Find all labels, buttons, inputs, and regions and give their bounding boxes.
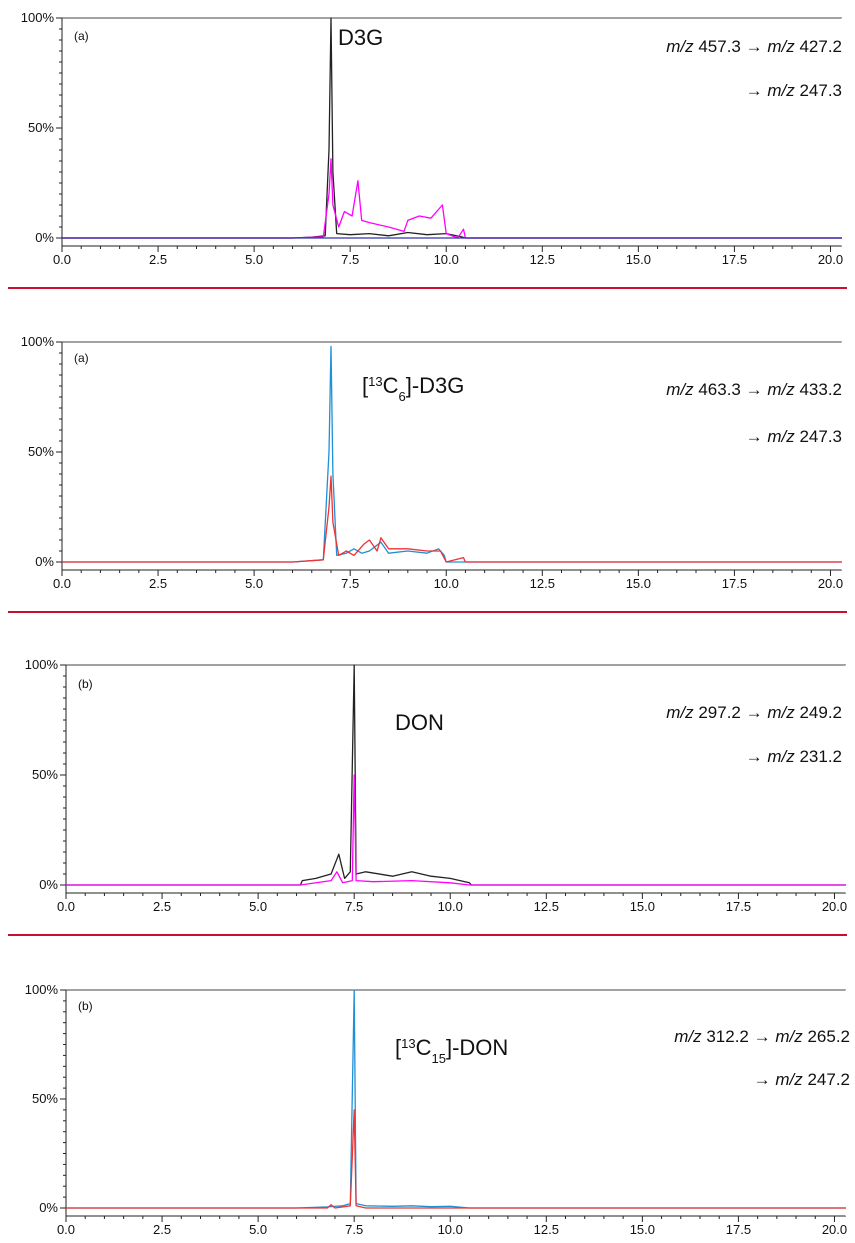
y-tick-label: 0% bbox=[35, 554, 54, 569]
y-tick-label: 100% bbox=[21, 334, 55, 349]
x-tick-label: 12.5 bbox=[530, 576, 555, 591]
series-line-1 bbox=[62, 17, 842, 239]
y-tick-label: 100% bbox=[25, 982, 59, 997]
x-tick-label: 15.0 bbox=[630, 1222, 655, 1237]
x-tick-label: 12.5 bbox=[534, 1222, 559, 1237]
x-tick-label: 20.0 bbox=[818, 576, 843, 591]
x-tick-label: 10.0 bbox=[438, 899, 463, 914]
x-tick-label: 10.0 bbox=[434, 252, 459, 267]
x-tick-label: 2.5 bbox=[153, 1222, 171, 1237]
x-tick-label: 10.0 bbox=[434, 576, 459, 591]
transition-label: → m/z 247.3 bbox=[746, 81, 842, 100]
chart-panel-1: 0.0 2.5 5.0 7.5 10.0 12.5 15.0 17.5 20.0 0% 50% 100… bbox=[21, 10, 843, 267]
transition-label: m/z 463.3 → m/z 433.2 bbox=[666, 380, 842, 399]
transition-label: m/z 312.2 → m/z 265.2 bbox=[674, 1027, 850, 1046]
x-tick-label: 2.5 bbox=[149, 576, 167, 591]
series-line-1 bbox=[66, 989, 846, 1209]
y-tick-label: 50% bbox=[32, 1091, 58, 1106]
x-tick-label: 7.5 bbox=[341, 576, 359, 591]
transition-label: → m/z 231.2 bbox=[746, 747, 842, 766]
y-tick-label: 0% bbox=[39, 1200, 58, 1215]
y-tick-label: 50% bbox=[28, 120, 54, 135]
panel-tag: (a) bbox=[74, 351, 89, 365]
x-tick-label: 12.5 bbox=[530, 252, 555, 267]
x-tick-label: 20.0 bbox=[822, 1222, 847, 1237]
x-tick-label: 7.5 bbox=[341, 252, 359, 267]
x-tick-label: 0.0 bbox=[57, 899, 75, 914]
x-tick-label: 5.0 bbox=[245, 252, 263, 267]
x-tick-label: 12.5 bbox=[534, 899, 559, 914]
x-tick-label: 10.0 bbox=[438, 1222, 463, 1237]
transition-label: m/z 297.2 → m/z 249.2 bbox=[666, 703, 842, 722]
compound-label: [13C6]-D3G bbox=[362, 373, 464, 404]
compound-label: D3G bbox=[338, 25, 383, 50]
chart-panel-3: 0.0 2.5 5.0 7.5 10.0 12.5 15.0 17.5 20.0 0% 50% 100… bbox=[25, 657, 847, 914]
transition-label: → m/z 247.3 bbox=[746, 427, 842, 446]
x-tick-label: 5.0 bbox=[249, 899, 267, 914]
series-line-2 bbox=[66, 1109, 846, 1209]
x-tick-label: 0.0 bbox=[57, 1222, 75, 1237]
x-tick-label: 2.5 bbox=[153, 899, 171, 914]
series-line-2 bbox=[66, 774, 846, 886]
panel-tag: (b) bbox=[78, 999, 93, 1013]
chart-panel-2: 0.0 2.5 5.0 7.5 10.0 12.5 15.0 17.5 20.0 0% 50% 100… bbox=[21, 334, 843, 591]
x-tick-label: 20.0 bbox=[822, 899, 847, 914]
y-tick-label: 50% bbox=[28, 444, 54, 459]
x-tick-label: 20.0 bbox=[818, 252, 843, 267]
x-tick-label: 15.0 bbox=[630, 899, 655, 914]
x-tick-label: 15.0 bbox=[626, 576, 651, 591]
series-line-2 bbox=[62, 475, 842, 563]
y-tick-label: 100% bbox=[25, 657, 59, 672]
panel-tag: (a) bbox=[74, 29, 89, 43]
y-tick-label: 50% bbox=[32, 767, 58, 782]
x-tick-label: 5.0 bbox=[249, 1222, 267, 1237]
panel-tag: (b) bbox=[78, 677, 93, 691]
compound-label: [13C15]-DON bbox=[395, 1035, 508, 1066]
x-tick-label: 5.0 bbox=[245, 576, 263, 591]
transition-label: m/z 457.3 → m/z 427.2 bbox=[666, 37, 842, 56]
x-tick-label: 17.5 bbox=[726, 1222, 751, 1237]
series-line-1 bbox=[66, 664, 846, 886]
x-tick-label: 17.5 bbox=[722, 576, 747, 591]
chart-panel-4: 0.0 2.5 5.0 7.5 10.0 12.5 15.0 17.5 20.0 0% 50% 100… bbox=[25, 982, 850, 1237]
y-tick-label: 0% bbox=[39, 877, 58, 892]
series-line-2 bbox=[62, 158, 842, 239]
x-tick-label: 17.5 bbox=[722, 252, 747, 267]
x-tick-label: 17.5 bbox=[726, 899, 751, 914]
x-tick-label: 7.5 bbox=[345, 899, 363, 914]
y-tick-label: 100% bbox=[21, 10, 55, 25]
x-tick-label: 15.0 bbox=[626, 252, 651, 267]
y-tick-label: 0% bbox=[35, 230, 54, 245]
compound-label: DON bbox=[395, 710, 444, 735]
x-tick-label: 7.5 bbox=[345, 1222, 363, 1237]
x-tick-label: 0.0 bbox=[53, 576, 71, 591]
transition-label: → m/z 247.2 bbox=[754, 1070, 850, 1089]
series-line-1 bbox=[62, 345, 842, 563]
x-tick-label: 2.5 bbox=[149, 252, 167, 267]
x-tick-label: 0.0 bbox=[53, 252, 71, 267]
